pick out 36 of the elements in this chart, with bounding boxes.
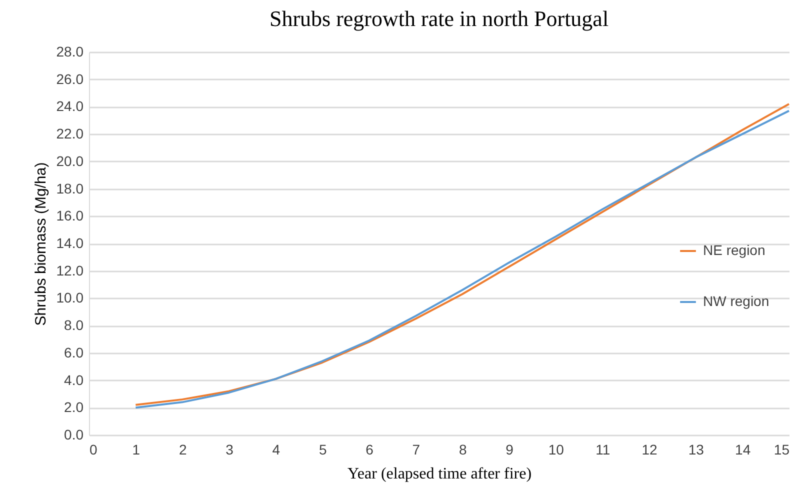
x-tick-label: 5 — [318, 442, 327, 458]
x-tick-label: 3 — [226, 442, 234, 458]
x-tick-label: 11 — [596, 442, 610, 458]
legend-label: NE region — [703, 242, 766, 258]
y-tick-label: 14.0 — [56, 235, 84, 251]
x-tick-label: 7 — [412, 442, 420, 458]
x-tick-label: 1 — [132, 442, 140, 458]
x-axis-title: Year (elapsed time after fire) — [347, 466, 532, 482]
x-tick-label: 9 — [506, 442, 514, 458]
y-tick-label: 8.0 — [64, 317, 84, 334]
y-tick-label: 26.0 — [56, 70, 84, 87]
y-tick-label: 10.0 — [56, 290, 84, 306]
y-tick-label: 24.0 — [56, 98, 84, 114]
y-tick-label: 12.0 — [56, 262, 84, 278]
legend-label: NW region — [703, 293, 770, 309]
y-tick-label: 2.0 — [64, 399, 84, 416]
y-tick-label: 4.0 — [64, 372, 84, 388]
y-tick-label: 20.0 — [56, 152, 84, 169]
y-tick-label: 22.0 — [56, 126, 84, 142]
x-tick-label: 12 — [642, 442, 658, 458]
x-tick-label: 15 — [774, 442, 790, 458]
x-tick-label: 2 — [178, 442, 187, 458]
y-tick-label: 16.0 — [56, 208, 84, 224]
chart-title: Shrubs regrowth rate in north Portugal — [269, 6, 609, 31]
y-tick-label: 0.0 — [64, 426, 84, 442]
y-axis-title: Shrubs biomass (Mg/ha) — [32, 162, 50, 326]
x-tick-label: 8 — [458, 442, 467, 458]
y-tick-label: 6.0 — [64, 344, 84, 360]
x-tick-label: 14 — [735, 442, 751, 458]
x-tick-label: 10 — [548, 442, 564, 458]
x-tick-label: 0 — [90, 442, 98, 458]
x-tick-label: 4 — [272, 442, 280, 458]
y-tick-label: 28.0 — [56, 44, 84, 60]
x-tick-label: 6 — [366, 442, 374, 458]
y-tick-label: 18.0 — [56, 180, 84, 196]
x-tick-label: 13 — [688, 442, 704, 458]
